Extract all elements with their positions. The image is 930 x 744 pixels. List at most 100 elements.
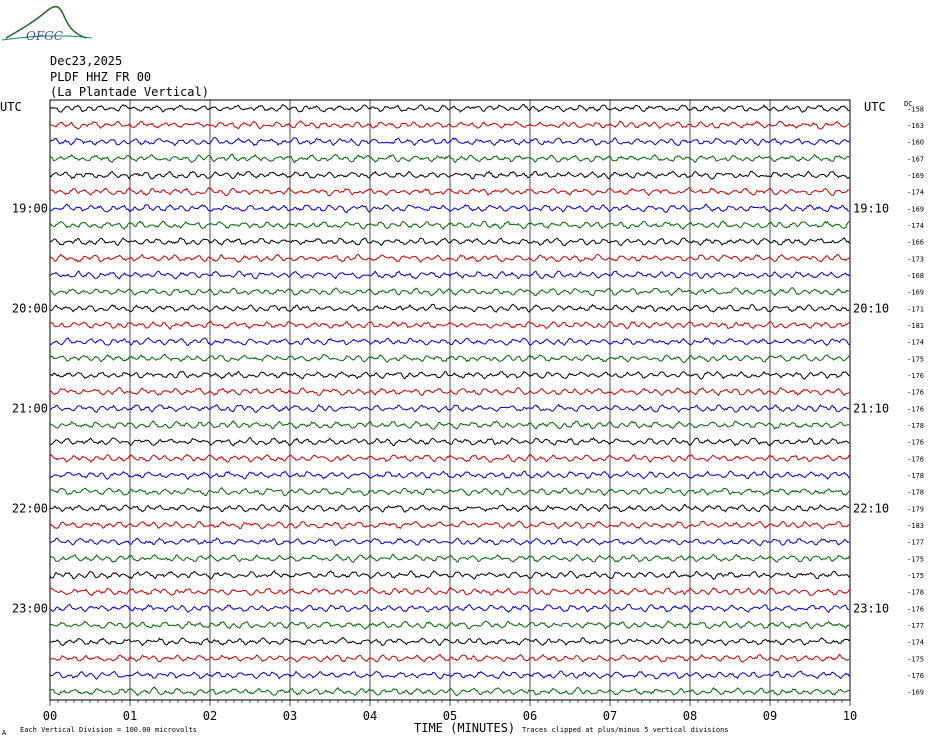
corner-mark: A bbox=[2, 729, 7, 737]
dc-offset-value: -178 bbox=[907, 472, 924, 480]
trace-line bbox=[49, 386, 850, 397]
trace-line bbox=[49, 486, 850, 497]
dc-offset-value: -158 bbox=[907, 105, 924, 113]
dc-offset-value: -176 bbox=[907, 389, 924, 397]
trace-line bbox=[49, 520, 850, 530]
trace-line bbox=[49, 403, 850, 414]
trace-line bbox=[50, 420, 850, 430]
plot-grid bbox=[49, 99, 851, 706]
trace-line bbox=[49, 253, 850, 263]
trace-line bbox=[49, 636, 850, 647]
dc-offset-value: -176 bbox=[907, 439, 924, 447]
trace-line bbox=[49, 270, 850, 280]
trace-line bbox=[49, 503, 850, 513]
trace-line bbox=[49, 203, 850, 214]
trace-line bbox=[49, 287, 850, 297]
station-label: PLDF HHZ FR 00 bbox=[50, 70, 151, 84]
left-hour-label: 20:00 bbox=[12, 301, 48, 315]
trace-line bbox=[50, 470, 850, 480]
dc-offset-value: -174 bbox=[907, 639, 924, 647]
trace-line bbox=[49, 120, 850, 130]
dc-offset-value: -175 bbox=[907, 655, 924, 663]
trace-line bbox=[49, 553, 850, 563]
trace-line bbox=[49, 453, 850, 464]
dc-offset-value: -176 bbox=[907, 372, 924, 380]
x-tick-label: 07 bbox=[603, 709, 617, 723]
trace-line bbox=[49, 220, 850, 230]
trace-line bbox=[49, 670, 850, 680]
dc-offset-value: -178 bbox=[907, 589, 924, 597]
right-hour-label: 20:10 bbox=[853, 301, 889, 315]
logo: OFGC bbox=[1, 5, 93, 43]
dc-label: DC bbox=[904, 100, 912, 108]
dc-offset-value: -181 bbox=[907, 322, 924, 330]
dc-offset-value: -176 bbox=[907, 605, 924, 613]
dc-offset-value: -178 bbox=[907, 489, 924, 497]
dc-offset-value: -176 bbox=[907, 455, 924, 463]
x-axis-ticks: 00 01 02 03 04 05 06 07 08 09 10 bbox=[43, 709, 857, 723]
trace-line bbox=[49, 153, 850, 164]
dc-offset-value: -177 bbox=[907, 622, 924, 630]
trace-line bbox=[49, 303, 850, 313]
logo-text: OFGC bbox=[26, 29, 63, 43]
dc-offset-value: -169 bbox=[907, 172, 924, 180]
x-tick-label: 03 bbox=[283, 709, 297, 723]
trace-line bbox=[49, 570, 850, 580]
dc-offset-value: -183 bbox=[907, 522, 924, 530]
dc-offset-value: -169 bbox=[907, 689, 924, 697]
dc-offset-value: -175 bbox=[907, 355, 924, 363]
dc-offset-value: -171 bbox=[907, 305, 924, 313]
utc-left-label: UTC bbox=[0, 100, 22, 114]
left-hour-label: 22:00 bbox=[12, 501, 48, 515]
trace-line bbox=[49, 103, 850, 114]
dc-offset-value: -160 bbox=[907, 139, 924, 147]
left-hour-label: 21:00 bbox=[12, 401, 48, 415]
dc-offset-value: -174 bbox=[907, 339, 924, 347]
trace-line bbox=[49, 170, 850, 180]
x-axis-label: TIME (MINUTES) bbox=[414, 721, 515, 735]
location-label: (La Plantade Vertical) bbox=[50, 85, 209, 99]
dc-offset-value: -179 bbox=[907, 505, 924, 513]
trace-line bbox=[49, 620, 850, 630]
dc-offset-value: -178 bbox=[907, 422, 924, 430]
right-hour-label: 23:10 bbox=[853, 601, 889, 615]
trace-line bbox=[49, 686, 850, 697]
trace-line bbox=[49, 320, 850, 331]
trace-line bbox=[49, 136, 850, 147]
left-hour-label: 19:00 bbox=[12, 201, 48, 215]
right-hour-label: 21:10 bbox=[853, 401, 889, 415]
dc-offset-value: -163 bbox=[907, 122, 924, 130]
trace-line bbox=[49, 603, 850, 614]
trace-line bbox=[49, 586, 850, 597]
dc-offset-value: -166 bbox=[907, 239, 924, 247]
clip-note: Traces clipped at plus/minus 5 vertical … bbox=[522, 726, 729, 734]
x-tick-label: 01 bbox=[123, 709, 137, 723]
scale-note: Each Vertical Division = 100.00 microvol… bbox=[20, 726, 197, 734]
x-tick-label: 00 bbox=[43, 709, 57, 723]
dc-offset-value: -176 bbox=[907, 405, 924, 413]
trace-line bbox=[49, 436, 850, 447]
dc-offset-value: -174 bbox=[907, 189, 924, 197]
x-tick-label: 04 bbox=[363, 709, 377, 723]
dc-offset-value: -174 bbox=[907, 222, 924, 230]
dc-offset-value: -177 bbox=[907, 539, 924, 547]
seismic-traces bbox=[49, 103, 850, 697]
dc-offset-value: -175 bbox=[907, 572, 924, 580]
dc-offset-value: -175 bbox=[907, 555, 924, 563]
x-tick-label: 10 bbox=[843, 709, 857, 723]
right-hour-label: 22:10 bbox=[853, 501, 889, 515]
right-hour-label: 19:10 bbox=[853, 201, 889, 215]
dc-offset-value: -169 bbox=[907, 205, 924, 213]
dc-offset-value: -168 bbox=[907, 272, 924, 280]
date-label: Dec23,2025 bbox=[50, 54, 122, 68]
left-hour-label: 23:00 bbox=[12, 601, 48, 615]
x-tick-label: 08 bbox=[683, 709, 697, 723]
x-tick-label: 05 bbox=[443, 709, 457, 723]
dc-offset-value: -173 bbox=[907, 255, 924, 263]
trace-line bbox=[49, 337, 850, 347]
utc-right-label: UTC bbox=[864, 100, 886, 114]
trace-line bbox=[49, 237, 850, 247]
x-tick-label: 09 bbox=[763, 709, 777, 723]
dc-offset-labels: -158 -163 -160 -167 -169 -174 -169 -174 -166 -173… bbox=[907, 105, 924, 696]
